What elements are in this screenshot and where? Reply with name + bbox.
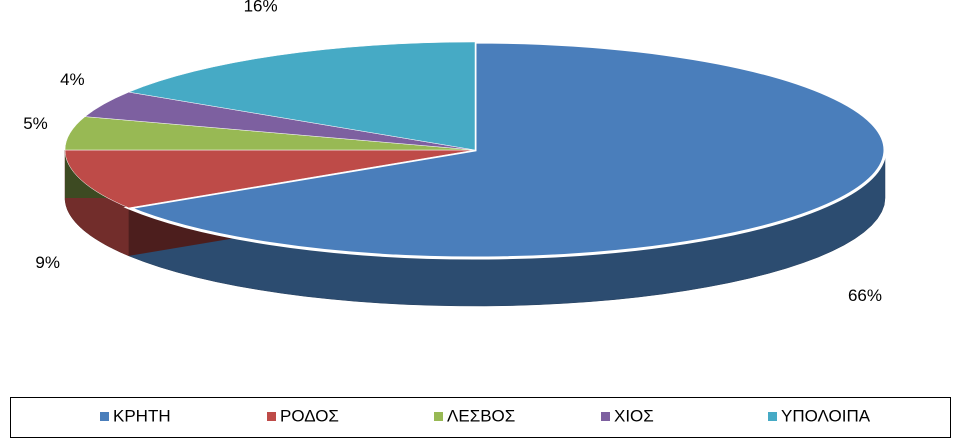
data-label: 9% (35, 253, 60, 272)
legend-swatch (601, 412, 610, 421)
legend-label: ΥΠΟΛΟΙΠΑ (781, 406, 871, 425)
legend-label: ΧΙΟΣ (614, 406, 654, 425)
slice (64, 149, 476, 209)
data-label: 5% (23, 114, 48, 133)
data-label: 16% (244, 0, 278, 16)
legend-label: ΛΕΣΒΟΣ (447, 406, 515, 425)
legend-label: ΚΡΗΤΗ (113, 406, 171, 425)
legend-label: ΡΟΔΟΣ (280, 406, 339, 425)
slice (127, 41, 476, 151)
legend-swatch (100, 412, 109, 421)
legend-swatch (434, 412, 443, 421)
data-label: 4% (60, 70, 85, 89)
legend-swatch (768, 412, 777, 421)
data-label: 66% (848, 286, 882, 305)
legend-box (10, 397, 951, 438)
slice (123, 40, 887, 260)
legend-swatch (267, 412, 276, 421)
